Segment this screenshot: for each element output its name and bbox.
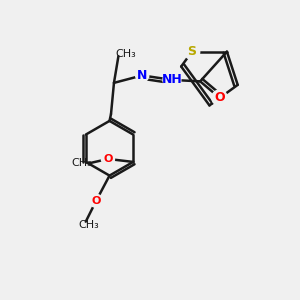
Text: CH₃: CH₃ — [78, 220, 99, 230]
Text: N: N — [137, 69, 147, 82]
Circle shape — [184, 44, 200, 59]
Text: S: S — [188, 45, 196, 58]
Circle shape — [136, 69, 149, 82]
Text: CH₃: CH₃ — [72, 158, 92, 168]
Circle shape — [212, 90, 227, 105]
Text: CH₃: CH₃ — [116, 49, 136, 59]
Text: NH: NH — [162, 74, 182, 86]
Circle shape — [90, 194, 103, 207]
Circle shape — [101, 152, 115, 166]
Text: O: O — [214, 91, 225, 104]
Text: O: O — [92, 196, 101, 206]
Text: O: O — [103, 154, 112, 164]
Circle shape — [163, 71, 181, 89]
